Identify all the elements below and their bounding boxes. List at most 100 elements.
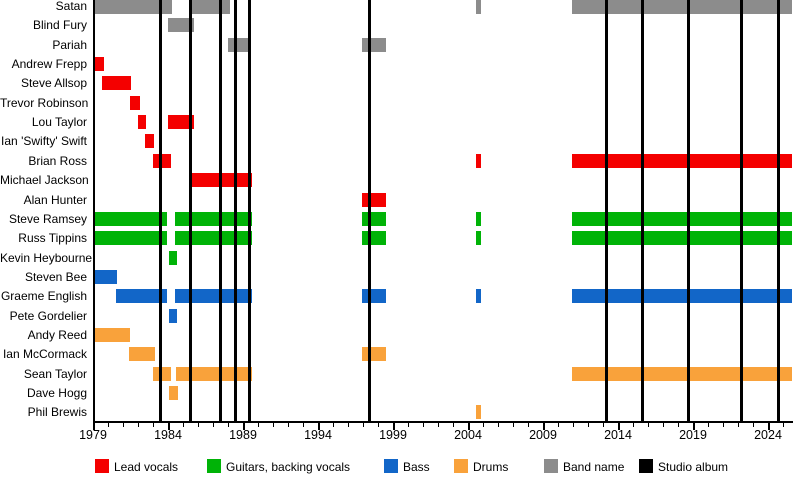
timeline-bar-bass: [93, 269, 117, 284]
axis-tick: [393, 423, 395, 430]
studio-album-line: [159, 0, 162, 421]
timeline-bar-drums: [362, 347, 386, 362]
axis-tick: [363, 423, 364, 427]
timeline-bar-drums: [153, 366, 171, 381]
studio-album-line: [640, 0, 644, 421]
timeline-bar-bass: [362, 289, 386, 304]
axis-tick: [558, 423, 559, 427]
axis-tick: [138, 423, 139, 427]
axis-tick: [348, 423, 349, 427]
row-label: Kevin Heybourne: [0, 250, 93, 265]
timeline-bar-guitars: [362, 231, 386, 246]
row-label: Pete Gordelier: [9, 308, 87, 323]
row-label: Sean Taylor: [23, 366, 87, 381]
studio-album-line: [219, 0, 222, 421]
row-label: Russ Tippins: [18, 231, 87, 246]
row-label: Ian 'Swifty' Swift: [1, 134, 87, 149]
row-label: Steve Allsop: [20, 76, 87, 91]
timeline-bar-guitars: [475, 231, 481, 246]
timeline-bar-drums: [571, 366, 792, 381]
axis-tick: [198, 423, 199, 427]
axis-tick: [618, 423, 620, 430]
row-label: Andrew Frepp: [11, 57, 87, 72]
row-label: Alan Hunter: [23, 192, 87, 207]
x-axis-line: [93, 421, 793, 423]
timeline-bar-band_name: [168, 18, 195, 33]
axis-tick: [603, 423, 604, 427]
axis-tick: [648, 423, 649, 427]
timeline-bar-band_name: [192, 0, 231, 14]
axis-tick: [693, 423, 695, 430]
row-label: Steven Bee: [24, 269, 87, 284]
axis-tick: [258, 423, 259, 427]
legend-swatch-lead_vocals: [95, 459, 109, 473]
axis-tick-label: 1984: [154, 428, 182, 442]
timeline-bar-bass: [174, 289, 252, 304]
row-label: Pariah: [52, 37, 87, 52]
y-axis-line: [93, 0, 95, 423]
axis-tick: [573, 423, 574, 427]
axis-tick: [303, 423, 304, 427]
legend-label: Band name: [563, 460, 625, 474]
timeline-bar-guitars: [174, 231, 252, 246]
studio-album-line: [604, 0, 608, 421]
axis-tick-label: 2024: [754, 428, 782, 442]
axis-tick: [423, 423, 424, 427]
axis-tick: [408, 423, 409, 427]
legend-label: Lead vocals: [114, 460, 179, 474]
timeline-bar-band_name: [228, 37, 252, 52]
studio-album-line: [739, 0, 743, 421]
timeline-bar-drums: [475, 405, 481, 420]
timeline-bar-bass: [571, 289, 792, 304]
timeline-bar-bass: [475, 289, 481, 304]
legend-swatch-band_name: [544, 459, 558, 473]
timeline-bar-lead_vocals: [192, 173, 252, 188]
row-label: Trevor Robinson: [0, 95, 89, 110]
legend-swatch-drums: [454, 459, 468, 473]
axis-tick: [453, 423, 454, 427]
axis-tick-label: 1979: [79, 428, 107, 442]
row-label: Ian McCormack: [2, 347, 87, 362]
axis-tick-label: 1999: [379, 428, 407, 442]
axis-tick: [708, 423, 709, 427]
studio-album-line: [777, 0, 780, 421]
axis-tick: [528, 423, 529, 427]
row-label: Brian Ross: [28, 153, 87, 168]
legend-swatch-studio_album: [639, 459, 653, 473]
studio-album-line: [687, 0, 690, 421]
axis-tick: [438, 423, 439, 427]
timeline-bar-bass: [115, 289, 168, 304]
axis-tick-label: 2004: [454, 428, 482, 442]
axis-tick: [333, 423, 334, 427]
axis-tick: [243, 423, 245, 430]
timeline-bar-drums: [93, 327, 130, 342]
row-label: Dave Hogg: [26, 386, 87, 400]
row-label: Satan: [55, 0, 87, 13]
timeline-bar-lead_vocals: [144, 134, 154, 149]
axis-tick: [213, 423, 214, 427]
axis-tick: [543, 423, 545, 430]
axis-tick: [228, 423, 229, 427]
legend-label: Studio album: [658, 460, 729, 474]
legend-swatch-guitars: [207, 459, 221, 473]
row-label: Blind Fury: [32, 18, 87, 33]
axis-tick: [768, 423, 770, 430]
studio-album-line: [189, 0, 192, 421]
axis-tick: [273, 423, 274, 427]
axis-tick: [723, 423, 724, 427]
axis-tick: [288, 423, 289, 427]
timeline-bar-lead_vocals: [168, 115, 194, 130]
axis-tick: [123, 423, 124, 427]
axis-tick: [738, 423, 739, 427]
legend-label: Bass: [403, 460, 430, 474]
studio-album-line: [247, 0, 251, 421]
row-label: Graeme English: [0, 289, 87, 304]
axis-tick: [633, 423, 634, 427]
axis-tick-label: 1994: [304, 428, 332, 442]
timeline-bar-drums: [168, 386, 178, 400]
legend-swatch-bass: [384, 459, 398, 473]
axis-tick: [108, 423, 109, 427]
timeline-bar-guitars: [475, 211, 481, 226]
row-label: Steve Ramsey: [8, 211, 87, 226]
